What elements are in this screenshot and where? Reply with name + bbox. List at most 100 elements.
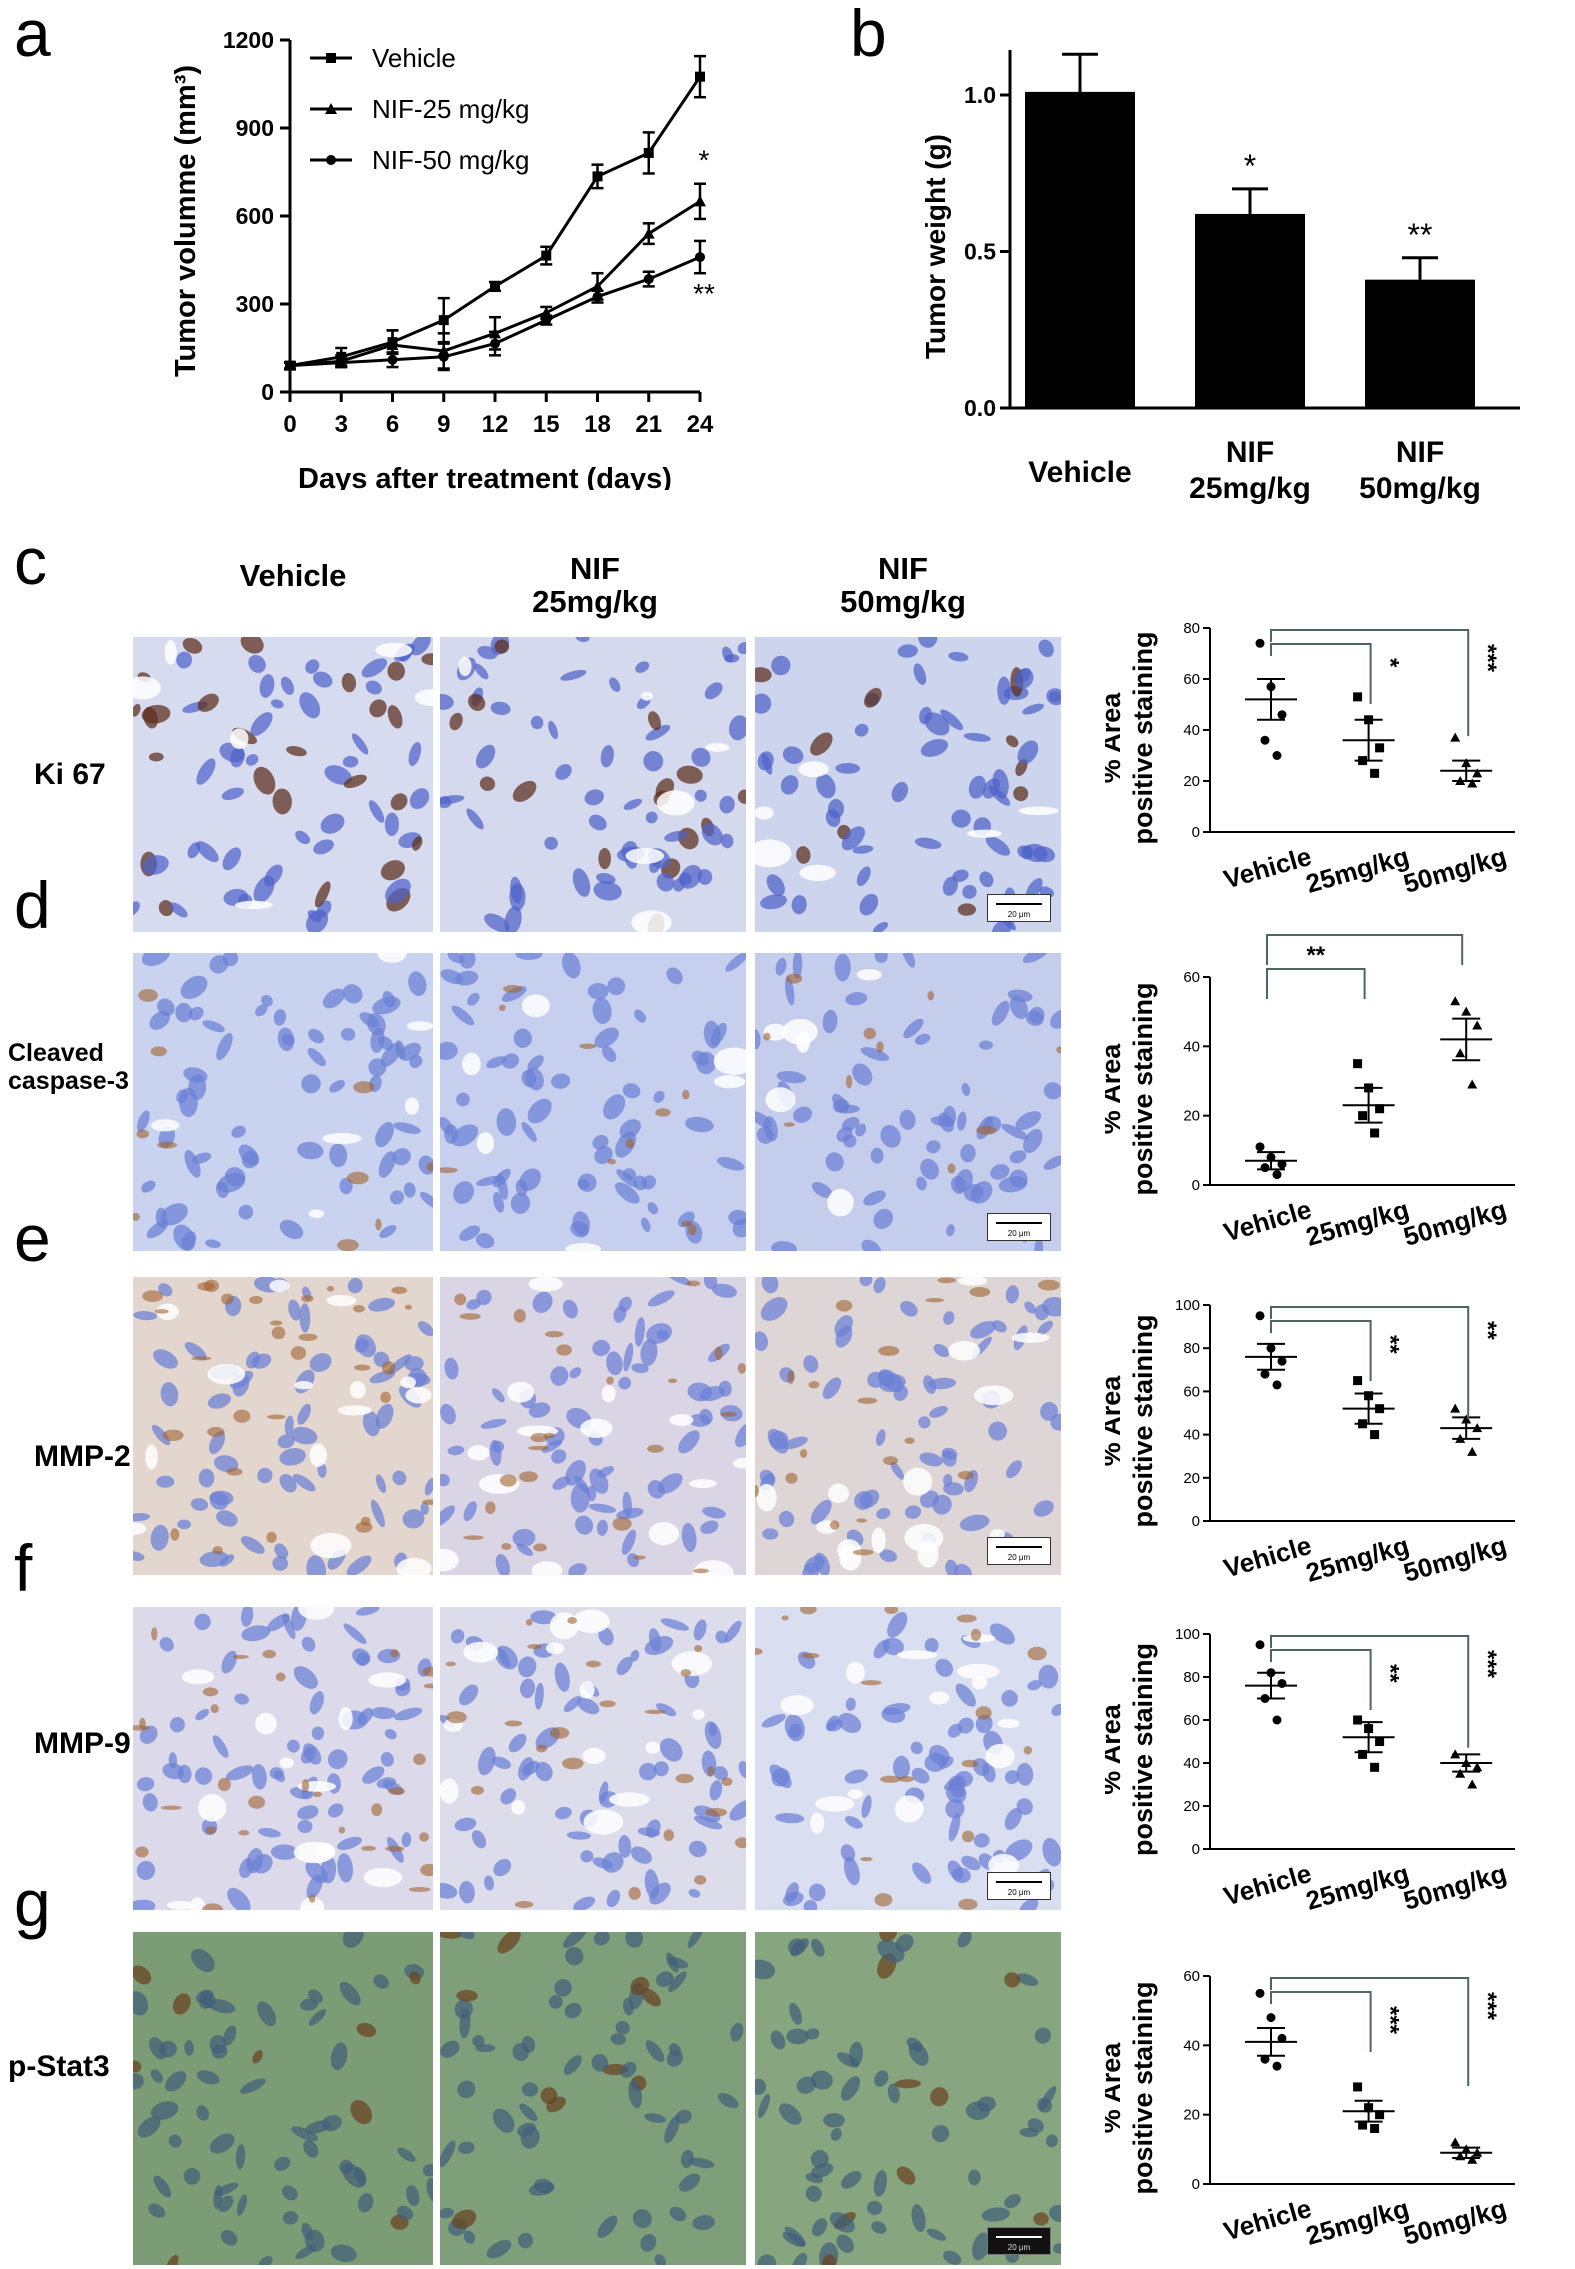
cell-nucleus bbox=[1009, 1150, 1027, 1164]
tissue-void bbox=[150, 1119, 180, 1132]
cell-nucleus bbox=[209, 955, 229, 974]
cell-nucleus bbox=[397, 2147, 416, 2162]
brown-stain bbox=[440, 1167, 458, 1174]
scale-bar: 20 μm bbox=[987, 894, 1051, 922]
row-label-text: Ki 67 bbox=[34, 758, 106, 791]
cell-nucleus bbox=[603, 1094, 626, 1120]
brown-stain bbox=[686, 1280, 701, 1287]
brown-stain bbox=[354, 1364, 371, 1371]
cell-nucleus bbox=[449, 712, 463, 731]
cell-nucleus bbox=[659, 1738, 683, 1762]
cell-nucleus bbox=[880, 1125, 901, 1148]
brown-stain bbox=[632, 1555, 646, 1560]
data-point bbox=[1455, 1048, 1466, 1058]
cell-nucleus bbox=[580, 1850, 594, 1863]
cell-nucleus bbox=[911, 1767, 930, 1784]
cell-nucleus bbox=[272, 788, 292, 815]
cell-nucleus bbox=[279, 1473, 297, 1493]
y-tick-label: 0 bbox=[1192, 2176, 1200, 2193]
cell-nucleus bbox=[623, 1342, 634, 1372]
data-point bbox=[1272, 2061, 1282, 2071]
cell-nucleus bbox=[196, 841, 219, 863]
cell-nucleus bbox=[926, 2228, 947, 2241]
ihc-column-header-nif-50: NIF 50mg/kg bbox=[773, 552, 1033, 618]
significance-marker: * bbox=[1244, 148, 1256, 184]
cell-nucleus bbox=[660, 1618, 689, 1631]
cell-nucleus bbox=[577, 1173, 597, 1192]
cell-nucleus bbox=[182, 637, 203, 654]
cell-nucleus bbox=[1021, 845, 1034, 860]
cell-nucleus bbox=[255, 1004, 268, 1017]
brown-stain bbox=[136, 1129, 149, 1139]
cell-nucleus bbox=[516, 1543, 534, 1556]
data-point bbox=[1277, 2033, 1287, 2043]
cell-nucleus bbox=[165, 2254, 179, 2265]
cell-nucleus bbox=[1027, 2118, 1044, 2133]
panel-label-c: c bbox=[14, 524, 47, 598]
cell-nucleus bbox=[362, 1410, 381, 1437]
brown-stain bbox=[301, 1778, 310, 1793]
brown-stain bbox=[201, 1903, 224, 1910]
cell-nucleus bbox=[735, 1421, 746, 1448]
cell-nucleus bbox=[992, 1320, 1007, 1333]
cell-nucleus bbox=[408, 742, 422, 767]
data-point bbox=[1370, 1128, 1380, 1138]
row-label-text: p-Stat3 bbox=[8, 2050, 110, 2083]
y-tick-label: 0 bbox=[1192, 824, 1200, 841]
cell-nucleus bbox=[385, 878, 411, 904]
significance-bracket bbox=[1266, 968, 1366, 999]
brown-stain bbox=[154, 1309, 169, 1314]
panel-label-g: g bbox=[14, 1866, 51, 1940]
cell-nucleus bbox=[196, 2070, 220, 2085]
brown-stain bbox=[783, 1122, 795, 1127]
brown-stain bbox=[612, 1517, 632, 1531]
ihc-micrograph-tile bbox=[440, 1607, 746, 1910]
ihc-row-label-ki67: Ki 67 bbox=[34, 758, 106, 791]
data-point bbox=[438, 351, 449, 362]
cell-nucleus bbox=[184, 1149, 201, 1178]
legend: Vehicle NIF-25 mg/kg NIF-50 mg/kg bbox=[310, 43, 530, 175]
brown-stain bbox=[880, 1775, 901, 1783]
brown-stain bbox=[625, 1138, 635, 1149]
cell-nucleus bbox=[291, 2126, 319, 2142]
cell-nucleus bbox=[217, 1172, 246, 1193]
cell-nucleus bbox=[755, 1331, 769, 1351]
cell-nucleus bbox=[618, 1376, 632, 1390]
cell-nucleus bbox=[148, 2203, 166, 2218]
cell-nucleus bbox=[588, 814, 607, 831]
data-point bbox=[1272, 1380, 1282, 1390]
cell-nucleus bbox=[607, 977, 626, 996]
cell-nucleus bbox=[940, 709, 963, 731]
x-tick-label: 3 bbox=[335, 411, 348, 438]
cell-nucleus bbox=[187, 842, 201, 859]
cell-nucleus bbox=[484, 913, 510, 932]
cell-nucleus bbox=[546, 2096, 566, 2113]
cell-nucleus bbox=[598, 1627, 614, 1646]
cell-nucleus bbox=[873, 1277, 886, 1294]
cell-nucleus bbox=[687, 1382, 713, 1402]
cell-nucleus bbox=[245, 1351, 261, 1369]
cell-nucleus bbox=[780, 775, 799, 795]
cell-nucleus bbox=[513, 1028, 532, 1048]
cell-nucleus bbox=[635, 661, 650, 673]
cell-nucleus bbox=[521, 1069, 537, 1088]
cell-nucleus bbox=[175, 1002, 193, 1023]
cell-nucleus bbox=[782, 746, 804, 764]
tissue-void bbox=[828, 1483, 849, 1504]
row-label-text: MMP-9 bbox=[34, 1727, 131, 1760]
brown-stain bbox=[681, 1220, 692, 1227]
brown-stain bbox=[707, 1765, 715, 1777]
cell-nucleus bbox=[755, 1959, 776, 1980]
cell-nucleus bbox=[290, 1426, 318, 1445]
data-point bbox=[285, 360, 295, 371]
cell-nucleus bbox=[823, 2112, 845, 2128]
cell-nucleus bbox=[719, 795, 735, 814]
tissue-void bbox=[929, 1691, 950, 1705]
cell-nucleus bbox=[408, 971, 427, 997]
cell-nucleus bbox=[240, 2078, 266, 2094]
brown-stain bbox=[528, 1445, 549, 1451]
cell-nucleus bbox=[532, 1291, 553, 1313]
cell-nucleus bbox=[519, 1168, 541, 1192]
ihc-micrograph-tile bbox=[440, 637, 746, 932]
cell-nucleus bbox=[230, 746, 245, 768]
